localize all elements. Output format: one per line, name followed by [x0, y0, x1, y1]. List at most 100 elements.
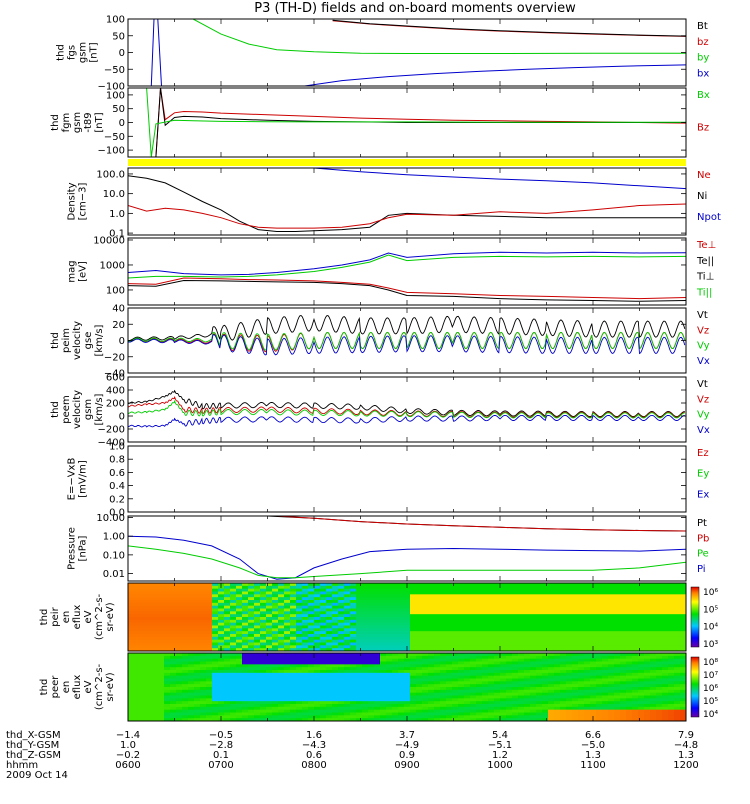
y-axis-label: velocity — [72, 390, 83, 429]
legend-label: Ne — [697, 170, 711, 181]
y-axis-label: thd — [56, 44, 67, 61]
y-axis-label: gsm — [72, 112, 83, 133]
legend-label: Bt — [697, 21, 708, 32]
y-tick-label: 0 — [119, 336, 125, 347]
y-tick-label: 100 — [106, 15, 125, 26]
y-axis-label: eV — [83, 680, 94, 693]
colorbar-tick-label: 10⁶ — [703, 684, 718, 694]
y-axis-label: en — [61, 681, 72, 694]
y-axis-label: [nT] — [89, 42, 100, 62]
panel-frame — [128, 446, 686, 512]
y-axis-label: thd — [39, 609, 50, 626]
y-tick-label: 40 — [112, 304, 125, 315]
y-axis-label: Pressure — [67, 527, 78, 570]
x-axis-value: 0600 — [115, 760, 140, 771]
legend-label: Vx — [697, 356, 710, 367]
y-tick-label: −100 — [98, 146, 125, 157]
y-tick-label: 1000 — [100, 260, 125, 271]
figure-title: P3 (TH-D) fields and on-board moments ov… — [254, 1, 576, 16]
y-tick-label: 100.0 — [96, 169, 125, 180]
yellow-status-bar — [128, 159, 686, 166]
y-tick-label: 10.0 — [103, 189, 125, 200]
y-tick-label: 600 — [106, 373, 125, 384]
y-tick-label: 0.4 — [109, 481, 125, 492]
y-tick-label: 0 — [119, 48, 125, 59]
colorbar-tick-label: 10⁸ — [703, 658, 718, 668]
y-axis-label: thd — [50, 401, 61, 418]
legend-label: Vz — [697, 394, 709, 405]
colorbar-tick-label: 10⁶ — [703, 588, 718, 598]
legend-label: Vy — [697, 341, 710, 352]
series-pressure-Pb — [277, 516, 686, 531]
series-fgs-bx — [151, 19, 174, 86]
legend-label: Ti⊥ — [696, 272, 714, 283]
y-tick-label: 0 — [119, 412, 125, 423]
panel-frame — [128, 238, 686, 305]
y-axis-label: peer — [50, 675, 61, 699]
y-axis-label: Density — [67, 182, 78, 220]
series-fgs-by — [193, 19, 686, 54]
colorbar-peir — [691, 587, 699, 647]
colorbar-tick-label: 10⁵ — [703, 605, 718, 615]
legend-label: Vt — [697, 379, 708, 390]
y-tick-label: 50 — [112, 104, 125, 115]
legend-label: Ti|| — [696, 287, 712, 298]
legend-label: Bz — [697, 123, 709, 134]
y-axis-label: E=−VxB — [67, 458, 78, 501]
legend-label: Vx — [697, 425, 710, 436]
y-tick-label: 200 — [106, 399, 125, 410]
y-axis-label: peem — [61, 395, 72, 423]
y-axis-label: thd — [39, 679, 50, 696]
legend-label: Vy — [697, 410, 710, 421]
y-tick-label: 0.2 — [109, 494, 125, 505]
series-fgs-Bt — [333, 20, 686, 36]
colorbar-tick-label: 10³ — [703, 640, 718, 650]
x-axis-value: 0700 — [208, 760, 233, 771]
y-axis-label: (cm^2-s- — [94, 663, 105, 710]
y-axis-label: -t89 — [83, 112, 94, 132]
legend-label: Ex — [697, 489, 709, 500]
series-fgs-bz — [333, 21, 686, 37]
legend-label: Vz — [697, 325, 709, 336]
y-tick-label: 100 — [106, 90, 125, 101]
legend-label: Bx — [697, 90, 710, 101]
colorbar-tick-label: 10⁵ — [703, 697, 718, 707]
y-axis-label: en — [61, 611, 72, 624]
y-tick-label: 400 — [106, 386, 125, 397]
series-temperature-Ti⊥ — [128, 252, 686, 275]
y-axis-label: velocity — [72, 321, 83, 360]
series-pressure-Pi — [128, 536, 686, 579]
y-tick-label: 10.00 — [96, 513, 125, 524]
y-axis-label: thd — [50, 332, 61, 349]
y-axis-label: eflux — [72, 605, 83, 630]
panel-frame — [128, 168, 686, 235]
y-tick-label: 50 — [112, 31, 125, 42]
y-axis-label: eflux — [72, 675, 83, 700]
legend-label: bx — [697, 68, 709, 79]
y-axis-label: [nPa] — [78, 535, 89, 561]
legend-label: bz — [697, 37, 709, 48]
y-tick-label: 100 — [106, 285, 125, 296]
legend-label: Vt — [697, 310, 708, 321]
y-axis-label: peir — [50, 606, 61, 626]
legend-label: Pb — [697, 533, 709, 544]
y-axis-label: gse — [83, 332, 94, 350]
y-axis-label: [nT] — [94, 112, 105, 132]
y-axis-label: eV — [83, 610, 94, 623]
y-axis-label: [cm−3] — [78, 183, 89, 221]
colorbar-tick-label: 10⁷ — [703, 671, 718, 681]
legend-label: Pe — [697, 549, 709, 560]
y-axis-label: sr-eV) — [105, 672, 116, 701]
legend-label: Ey — [697, 469, 709, 480]
legend-label: Pt — [697, 518, 707, 529]
y-tick-label: 1.0 — [109, 209, 125, 220]
legend-label: Te|| — [696, 256, 714, 267]
